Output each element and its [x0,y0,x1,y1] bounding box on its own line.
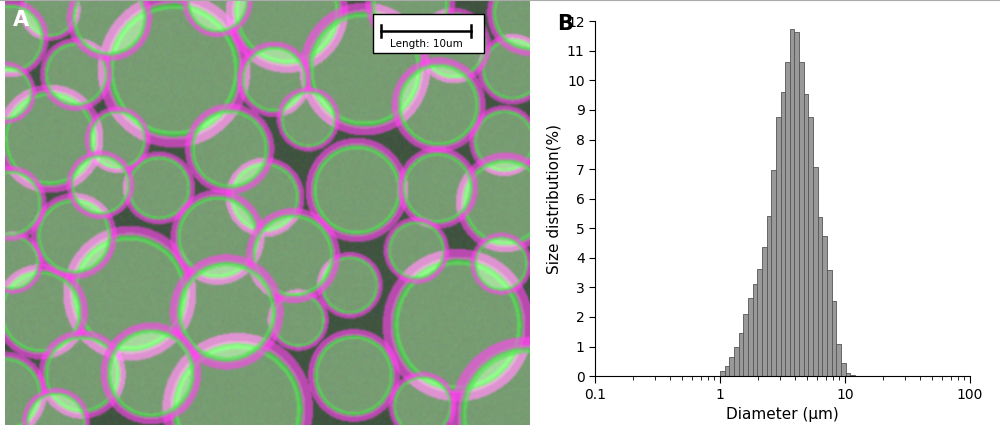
Bar [776,117,781,376]
Text: B: B [558,14,573,34]
Bar [794,32,799,376]
Bar [846,373,850,376]
Bar [734,346,739,376]
Bar [725,366,729,376]
X-axis label: Diameter (μm): Diameter (μm) [726,408,839,422]
Bar [720,371,725,376]
Bar [832,301,836,376]
Bar [739,333,743,376]
Bar [781,92,785,376]
Bar [804,94,808,376]
Bar [743,314,748,376]
Bar [771,170,776,376]
Bar [813,167,818,376]
Bar [818,217,822,376]
Bar [785,62,790,376]
Bar [729,357,734,376]
Bar [841,363,846,376]
Y-axis label: Size distribution(%): Size distribution(%) [546,124,561,274]
Bar [808,117,813,376]
Bar [753,284,757,376]
Text: Length: 10um: Length: 10um [390,39,462,49]
Text: A: A [13,10,29,30]
Bar [748,298,753,376]
Bar [799,62,804,376]
Bar [836,344,841,376]
Bar [822,235,827,376]
Bar [827,270,832,376]
Bar [767,216,771,376]
Bar [850,375,855,376]
Bar [757,269,762,376]
FancyBboxPatch shape [372,14,484,53]
Bar [790,28,794,376]
Bar [762,246,767,376]
